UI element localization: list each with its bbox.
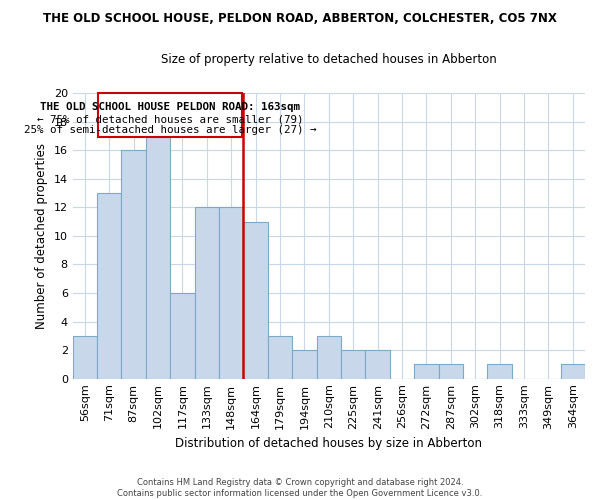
- Bar: [146, 136, 170, 378]
- Y-axis label: Number of detached properties: Number of detached properties: [35, 143, 48, 329]
- Bar: [560, 364, 585, 378]
- Bar: [414, 364, 439, 378]
- Bar: [97, 193, 121, 378]
- Bar: [73, 336, 97, 378]
- Bar: [170, 293, 194, 378]
- FancyBboxPatch shape: [98, 93, 242, 138]
- Bar: [244, 222, 268, 378]
- Bar: [268, 336, 292, 378]
- Bar: [439, 364, 463, 378]
- Bar: [121, 150, 146, 378]
- Text: THE OLD SCHOOL HOUSE PELDON ROAD: 163sqm: THE OLD SCHOOL HOUSE PELDON ROAD: 163sqm: [40, 102, 300, 112]
- Text: 25% of semi-detached houses are larger (27) →: 25% of semi-detached houses are larger (…: [24, 125, 317, 135]
- Bar: [341, 350, 365, 378]
- Bar: [487, 364, 512, 378]
- Title: Size of property relative to detached houses in Abberton: Size of property relative to detached ho…: [161, 52, 497, 66]
- Text: Contains HM Land Registry data © Crown copyright and database right 2024.
Contai: Contains HM Land Registry data © Crown c…: [118, 478, 482, 498]
- Text: ← 75% of detached houses are smaller (79): ← 75% of detached houses are smaller (79…: [37, 114, 304, 124]
- Text: THE OLD SCHOOL HOUSE, PELDON ROAD, ABBERTON, COLCHESTER, CO5 7NX: THE OLD SCHOOL HOUSE, PELDON ROAD, ABBER…: [43, 12, 557, 26]
- Bar: [292, 350, 317, 378]
- Bar: [194, 208, 219, 378]
- Bar: [365, 350, 390, 378]
- Bar: [219, 208, 244, 378]
- Bar: [317, 336, 341, 378]
- X-axis label: Distribution of detached houses by size in Abberton: Distribution of detached houses by size …: [175, 437, 482, 450]
